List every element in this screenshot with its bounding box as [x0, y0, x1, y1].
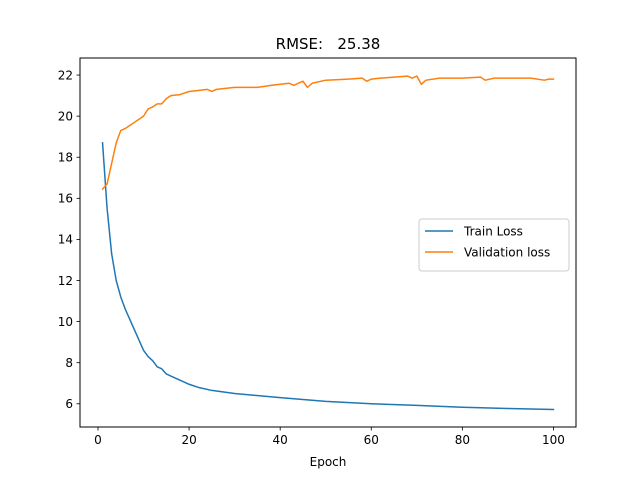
y-tick-label: 22	[58, 68, 73, 82]
y-tick-label: 18	[58, 151, 73, 165]
legend: Train Loss Validation loss	[418, 218, 570, 272]
legend-box	[418, 218, 570, 272]
y-tick-label: 8	[65, 356, 73, 370]
x-tick-label: 0	[94, 433, 102, 447]
x-tick-label: 100	[542, 433, 565, 447]
y-tick-label: 16	[58, 192, 73, 206]
x-tick-label: 60	[364, 433, 379, 447]
x-tick-label: 20	[181, 433, 196, 447]
y-tick-label: 6	[65, 397, 73, 411]
y-tick-label: 20	[58, 109, 73, 123]
x-tick-label: 80	[455, 433, 470, 447]
legend-label: Train Loss	[463, 224, 523, 238]
series-line-2	[101, 75, 555, 191]
x-axis: 0 20 40 60 80 100	[94, 427, 565, 447]
axes-frame	[79, 57, 577, 428]
chart-title: RMSE: 25.38	[276, 35, 381, 53]
x-axis-title: Epoch	[310, 455, 347, 469]
series-line-1	[101, 142, 555, 411]
y-axis: 6 8 10 12 14 16 18 20 22	[58, 68, 80, 411]
y-tick-label: 14	[58, 233, 73, 247]
x-tick-label: 40	[273, 433, 288, 447]
y-tick-label: 12	[58, 274, 73, 288]
y-tick-label: 10	[58, 315, 73, 329]
plot-area	[101, 75, 555, 411]
legend-label: Validation loss	[464, 245, 550, 259]
